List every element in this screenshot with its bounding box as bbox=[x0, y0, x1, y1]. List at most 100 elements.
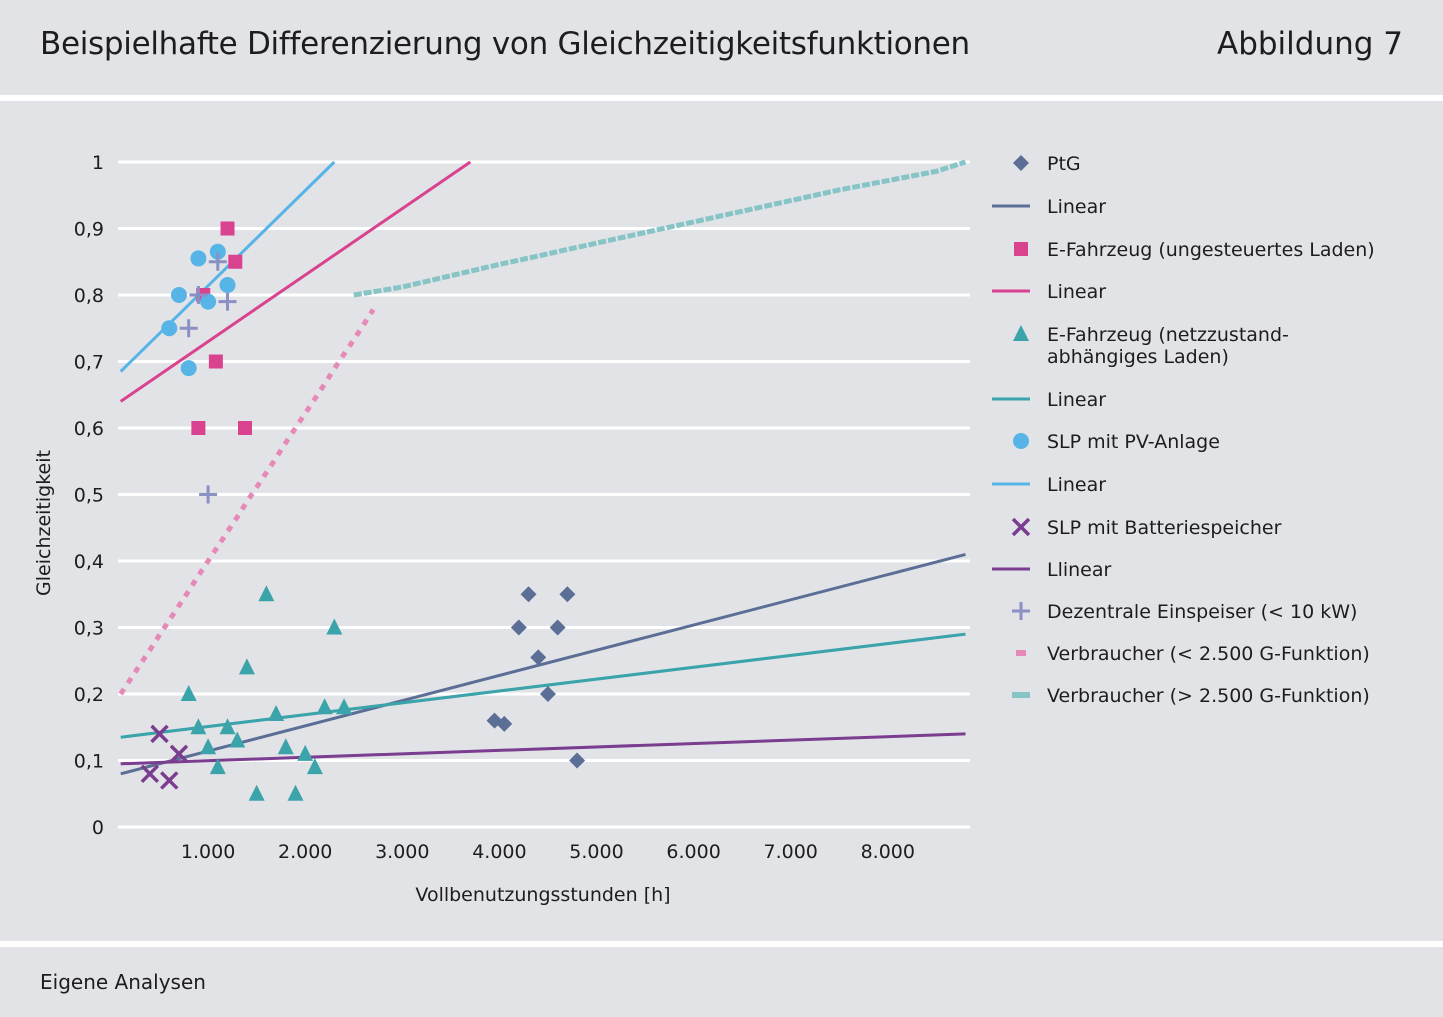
y-tick-label: 0,8 bbox=[74, 285, 104, 307]
x-axis-label: Vollbenutzungsstunden [h] bbox=[415, 884, 670, 906]
ev_uncontrolled_linear-path bbox=[119, 160, 472, 403]
legend-label: SLP mit PV-Anlage bbox=[1047, 431, 1220, 453]
pv-point bbox=[170, 287, 187, 303]
series-battery_linear bbox=[120, 732, 966, 766]
pv_linear-path bbox=[119, 160, 336, 373]
ptg-point bbox=[559, 586, 576, 603]
x-tick-label: 2.000 bbox=[278, 841, 332, 863]
legend-swatch bbox=[1013, 325, 1029, 341]
y-tick-label: 1 bbox=[92, 152, 104, 174]
ev_grid-point bbox=[229, 731, 246, 748]
ev_grid-point bbox=[190, 718, 207, 735]
consumer_high-path bbox=[353, 159, 967, 298]
ptg-point bbox=[569, 752, 586, 769]
legend-label: Dezentrale Einspeiser (< 10 kW) bbox=[1047, 601, 1357, 623]
decentral-point bbox=[179, 319, 198, 338]
legend-label: Verbraucher (< 2.500 G-Funktion) bbox=[1047, 643, 1370, 665]
ev_uncontrolled-point bbox=[191, 421, 206, 435]
x-tick-label: 1.000 bbox=[181, 841, 235, 863]
battery_linear-path bbox=[120, 732, 966, 766]
x-tick-label: 5.000 bbox=[569, 841, 623, 863]
legend-item-ev_uncontrolled_linear: Linear bbox=[992, 281, 1106, 303]
bottom-divider bbox=[0, 941, 1443, 947]
series-decentral bbox=[179, 252, 237, 504]
series-ev_grid_linear bbox=[120, 632, 966, 739]
series-ev_uncontrolled_linear bbox=[119, 160, 472, 403]
consumer_low-path bbox=[118, 308, 376, 696]
pv-point bbox=[219, 277, 236, 294]
legend-swatch bbox=[1013, 433, 1029, 449]
decentral-point bbox=[189, 286, 208, 304]
ev_uncontrolled-point bbox=[220, 221, 235, 236]
legend-item-pv: SLP mit PV-Anlage bbox=[1013, 431, 1220, 453]
legend-item-ev_uncontrolled: E-Fahrzeug (ungesteuertes Laden) bbox=[1014, 239, 1375, 261]
y-tick-label: 0,4 bbox=[74, 551, 104, 573]
legend-item-ptg_linear: Linear bbox=[992, 196, 1106, 218]
ev_uncontrolled-point bbox=[237, 421, 252, 435]
legend-swatch bbox=[1016, 650, 1026, 656]
y-tick-label: 0,7 bbox=[74, 352, 104, 374]
ev_grid-point bbox=[306, 758, 323, 775]
series-consumer_high bbox=[353, 159, 967, 298]
x-tick-label: 8.000 bbox=[861, 841, 915, 863]
x-tick-label: 7.000 bbox=[763, 841, 817, 863]
chart-title: Beispielhafte Differenzierung von Gleich… bbox=[40, 26, 970, 62]
ptg-point bbox=[530, 649, 547, 666]
source-note: Eigene Analysen bbox=[40, 970, 206, 994]
ev_grid-point bbox=[297, 744, 314, 761]
legend-label: SLP mit Batteriespeicher bbox=[1047, 517, 1282, 539]
ev_grid-point bbox=[268, 704, 285, 721]
series-layer bbox=[118, 159, 967, 801]
legend-item-pv_linear: Linear bbox=[992, 474, 1106, 496]
y-axis-label: Gleichzeitigkeit bbox=[33, 450, 55, 596]
ptg_linear-path bbox=[120, 552, 966, 776]
legend-item-consumer_high: Verbraucher (> 2.500 G-Funktion) bbox=[1012, 685, 1370, 707]
battery-point bbox=[140, 764, 160, 784]
pv-point bbox=[209, 243, 226, 260]
legend-label: Linear bbox=[1047, 474, 1106, 496]
legend: PtG Linear E-Fahrzeug (ungesteuertes Laden… bbox=[992, 153, 1375, 707]
y-tick-label: 0,9 bbox=[74, 219, 104, 241]
y-tick-label: 0,2 bbox=[74, 684, 104, 706]
legend-item-ev_grid_linear: Linear bbox=[992, 389, 1106, 411]
ev_grid_linear-path bbox=[120, 632, 966, 739]
pv-point bbox=[180, 360, 197, 377]
ptg-point bbox=[549, 619, 566, 636]
legend-item-battery: SLP mit Batteriespeicher bbox=[1011, 517, 1282, 539]
series-pv_linear bbox=[119, 160, 336, 373]
legend-label: Linear bbox=[1047, 389, 1106, 411]
legend-item-ev_grid: E-Fahrzeug (netzzustand-abhängiges Laden… bbox=[1013, 324, 1289, 368]
legend-label: E-Fahrzeug (netzzustand-abhängiges Laden… bbox=[1047, 324, 1289, 368]
legend-label: Verbraucher (> 2.500 G-Funktion) bbox=[1047, 685, 1370, 707]
legend-swatch bbox=[1014, 242, 1028, 256]
legend-item-ptg: PtG bbox=[1013, 153, 1081, 175]
ev_grid-point bbox=[326, 618, 343, 635]
ev_grid-point bbox=[219, 718, 236, 735]
figure-label: Abbildung 7 bbox=[1216, 26, 1403, 62]
legend-item-battery_linear: Llinear bbox=[992, 559, 1112, 581]
legend-label: E-Fahrzeug (ungesteuertes Laden) bbox=[1047, 239, 1375, 261]
ev_uncontrolled-point bbox=[208, 354, 223, 369]
legend-label: Llinear bbox=[1047, 559, 1112, 581]
y-tick-label: 0,1 bbox=[74, 751, 104, 773]
ev_grid-point bbox=[258, 585, 275, 602]
ev_grid-point bbox=[238, 658, 255, 675]
y-tick-label: 0 bbox=[92, 817, 104, 839]
series-consumer_low bbox=[118, 308, 376, 696]
x-tick-label: 4.000 bbox=[472, 841, 526, 863]
legend-swatch bbox=[1013, 155, 1029, 171]
ev_grid-point bbox=[287, 784, 304, 801]
ev_grid-point bbox=[209, 758, 226, 775]
decentral-point bbox=[208, 252, 227, 271]
decentral-point bbox=[199, 485, 218, 504]
ev_grid-point bbox=[336, 698, 353, 715]
ev_grid-point bbox=[180, 685, 197, 701]
x-axis-ticks: 1.000 2.000 3.000 4.000 5.000 6.000 7.000 8.000 bbox=[181, 841, 915, 863]
pv-point bbox=[200, 293, 217, 310]
legend-swatch bbox=[1012, 692, 1030, 698]
ev_grid-point bbox=[277, 738, 294, 755]
y-axis-ticks: 0 0,1 0,2 0,3 0,4 0,5 0,6 0,7 0,8 0,9 1 bbox=[74, 152, 104, 839]
legend-swatch bbox=[1012, 602, 1030, 620]
battery-point bbox=[150, 724, 169, 744]
